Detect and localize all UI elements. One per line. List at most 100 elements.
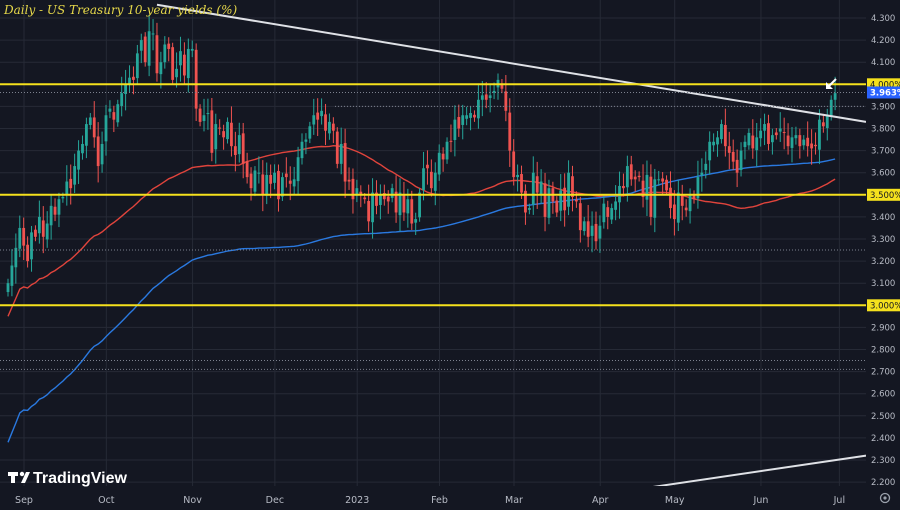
time-axis[interactable] — [0, 486, 866, 510]
candle — [132, 66, 135, 95]
candle-body — [304, 139, 308, 142]
candle — [269, 164, 273, 199]
x-tick-label: 2023 — [345, 495, 369, 506]
candle — [147, 14, 151, 77]
candle-body — [524, 190, 527, 213]
candle — [14, 233, 18, 284]
candle — [284, 157, 288, 188]
candle — [96, 122, 100, 183]
candle — [598, 215, 602, 253]
candle-body — [461, 115, 465, 125]
level-price-tag — [867, 188, 900, 201]
candle-body — [747, 132, 751, 146]
candle — [818, 109, 821, 165]
candle — [680, 184, 684, 221]
candle-body — [821, 122, 825, 127]
candle — [833, 76, 837, 111]
candle — [202, 98, 206, 132]
candle — [802, 135, 806, 150]
candle — [339, 127, 343, 175]
candle-body — [186, 48, 190, 79]
candle-body — [265, 174, 269, 196]
y-tick-label: 2.200 — [871, 478, 895, 488]
candle — [790, 126, 794, 163]
candle-body — [132, 76, 135, 80]
candle-body — [269, 174, 273, 184]
candle — [637, 171, 641, 182]
candle-body — [473, 114, 476, 118]
candle-body — [469, 113, 472, 118]
current-price-label: 3.963% — [870, 88, 900, 98]
y-tick-label: 2.500 — [871, 412, 895, 422]
candle — [85, 117, 88, 159]
x-tick-label: Feb — [431, 495, 448, 506]
candle-body — [245, 161, 249, 178]
candle-body — [516, 174, 519, 178]
candle-body — [712, 141, 715, 146]
candle-body — [653, 179, 657, 218]
candle — [731, 139, 735, 171]
candle-body — [457, 117, 461, 129]
candle — [398, 178, 402, 232]
candle-body — [739, 150, 743, 171]
candle-body — [480, 95, 484, 100]
candle — [18, 215, 22, 258]
candle — [778, 112, 782, 142]
candle-body — [449, 140, 453, 142]
candle — [461, 104, 465, 140]
candle-body — [661, 178, 665, 182]
x-tick-label: Dec — [266, 495, 284, 506]
candle-body — [598, 225, 602, 239]
candle — [610, 203, 614, 224]
candle — [774, 128, 778, 140]
candle — [265, 162, 269, 205]
candle-body — [437, 152, 441, 175]
candle — [449, 124, 453, 153]
candle — [723, 108, 727, 157]
candle-body — [818, 119, 821, 150]
candle-body — [751, 135, 755, 149]
x-axis-ticks: Sep Oct Nov Dec 2023 Feb Mar Apr May Jun Jul — [15, 495, 845, 506]
candle — [128, 65, 131, 93]
candle — [245, 152, 249, 184]
gear-icon[interactable] — [879, 492, 891, 504]
candle-body — [477, 99, 480, 119]
candle — [394, 175, 398, 223]
candle-body — [731, 151, 735, 162]
y-tick-label: 3.400 — [871, 213, 895, 223]
candle — [6, 278, 10, 297]
candle — [727, 131, 731, 170]
candle-body — [163, 44, 167, 63]
candle-body — [802, 139, 806, 146]
candle — [81, 135, 84, 160]
candle-body — [194, 49, 198, 109]
candle-body — [237, 135, 241, 155]
candle — [210, 98, 214, 162]
candle-body — [112, 112, 116, 120]
candle — [159, 51, 163, 89]
candle — [300, 133, 304, 165]
candle — [641, 164, 645, 208]
candle — [704, 151, 708, 179]
candle-body — [673, 204, 676, 220]
candle-body — [825, 115, 829, 129]
chart-title: Daily - US Treasury 10-year yields (%) — [3, 3, 237, 17]
candle — [500, 78, 504, 94]
candle-body — [559, 190, 563, 211]
tradingview-watermark: TradingView — [8, 470, 128, 487]
candle-body — [335, 131, 339, 164]
candle-body — [22, 227, 26, 246]
candle — [602, 195, 606, 229]
candle-body — [296, 157, 300, 182]
candle — [684, 199, 688, 217]
candle — [429, 159, 433, 197]
candle-body — [786, 135, 790, 147]
candle — [241, 122, 245, 179]
candle-body — [547, 188, 551, 218]
candle-body — [155, 35, 159, 74]
candle — [676, 180, 680, 232]
candle — [379, 184, 382, 220]
candle-body — [649, 176, 653, 217]
candle-body — [567, 172, 570, 207]
